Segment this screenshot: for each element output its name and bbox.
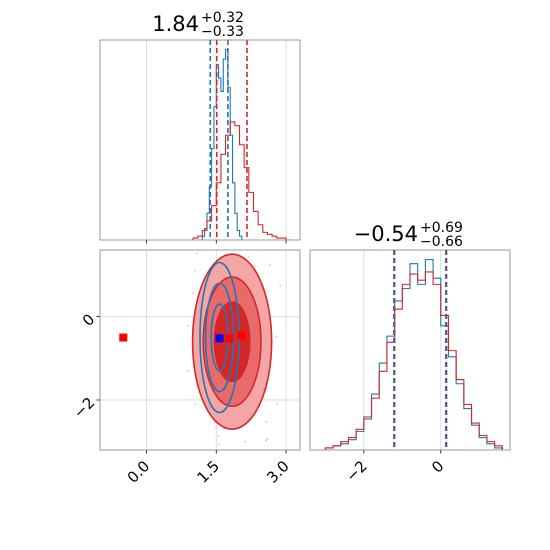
mid-frame [99,249,301,451]
title-p0-minus: −0.33 [201,24,244,40]
marker-red [237,331,246,340]
right-frame [309,249,511,451]
x-tick-label-p1: −2 [342,457,370,485]
scatter-point [253,264,256,267]
scatter-point [195,252,198,255]
title-p1-median: −0.54 [354,222,418,246]
scatter-point [276,403,279,405]
scatter-point [307,325,309,327]
scatter-point [266,438,269,441]
title-p1-minus: −0.66 [420,234,463,250]
marker-red [225,334,234,343]
scatter-point [243,440,246,443]
scatter-point [247,255,250,258]
x-tick-label-p0: 0.0 [124,457,154,487]
hist-p1-panel [324,250,503,454]
hist-p1-blue [324,258,503,450]
scatter-point [194,403,197,406]
scatter-point [268,264,271,266]
x-tick-label-p1: 0 [428,457,447,476]
title-p0: 1.84 +0.32 −0.33 [152,10,244,40]
scatter-point [187,325,190,327]
scatter-point [221,203,223,205]
title-p0-plus: +0.32 [201,10,244,26]
scatter-point [191,292,194,295]
title-p1: −0.54 +0.69 −0.66 [354,220,463,250]
marker-red [119,333,128,342]
scatter-point [266,290,269,293]
scatter-point [248,247,250,249]
title-p0-median: 1.84 [152,12,199,36]
scatter-point [191,219,193,221]
scatter-point [279,284,282,287]
scatter-point [215,426,217,429]
scatter-point [265,421,268,423]
y-tick-label-p1: −2 [70,394,98,422]
hist-p0-blue [201,48,243,240]
scatter-point [275,335,278,338]
x-tick-label-p0: 1.5 [194,457,224,487]
contour-blue-mid [204,282,235,393]
scatter-point [186,370,189,372]
scatter-point [217,443,220,446]
scatter-point [265,439,267,442]
scatter-point [194,269,197,272]
title-p1-plus: +0.69 [420,220,463,236]
scatter-point [178,486,180,488]
top-frame [99,39,301,241]
hist-p1-red [324,271,503,450]
x-tick-label-p0: 3.0 [263,457,293,487]
y-tick-label-p1: 0 [79,310,98,329]
scatter-point [217,435,220,438]
hist-p0-red [192,121,291,240]
marker-blue [215,334,224,343]
hist-p0-panel [146,40,291,244]
joint-p0-p1-panel [96,203,309,488]
